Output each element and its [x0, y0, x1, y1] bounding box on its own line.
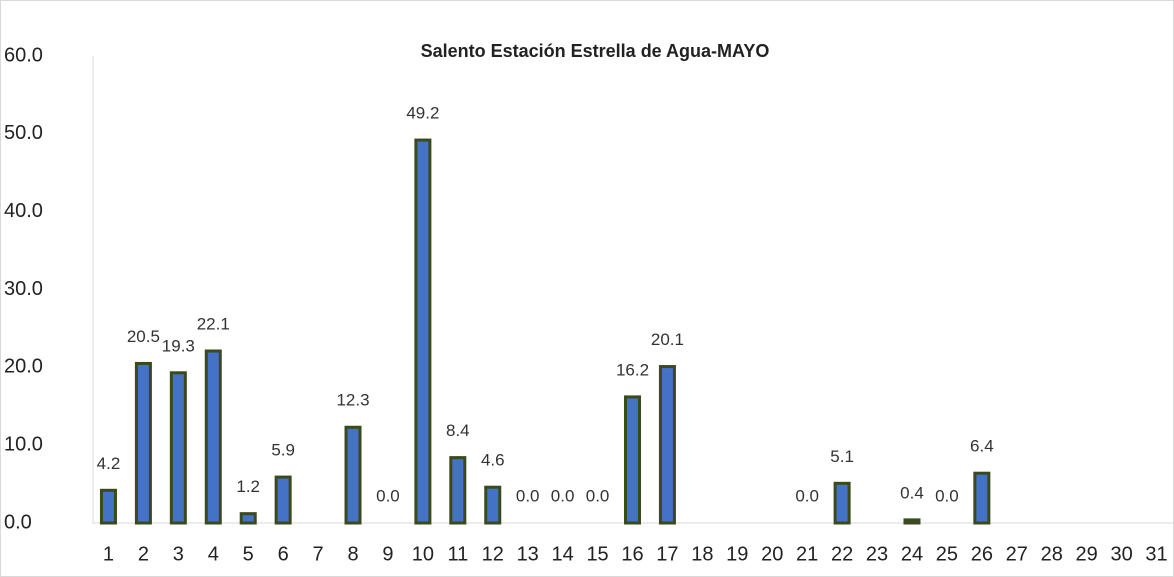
y-tick-label: 0.0 — [4, 511, 32, 533]
data-label: 49.2 — [406, 104, 439, 123]
x-tick-label: 27 — [1006, 543, 1028, 565]
x-tick-label: 9 — [382, 543, 393, 565]
x-tick-label: 12 — [482, 543, 504, 565]
bar — [658, 365, 676, 525]
bar — [274, 475, 292, 525]
data-label: 8.4 — [446, 421, 470, 440]
x-tick-label: 25 — [936, 543, 958, 565]
x-tick-label: 8 — [347, 543, 358, 565]
bar — [484, 485, 502, 525]
x-tick-label: 22 — [831, 543, 853, 565]
x-tick-label: 10 — [412, 543, 434, 565]
data-label: 5.1 — [830, 447, 854, 466]
bar — [903, 518, 921, 525]
x-tick-label: 4 — [208, 543, 219, 565]
x-tick-label: 7 — [313, 543, 324, 565]
bar — [134, 361, 152, 525]
x-tick-label: 6 — [278, 543, 289, 565]
y-tick-label: 20.0 — [4, 356, 43, 378]
bar — [624, 395, 641, 525]
x-tick-label: 29 — [1076, 543, 1098, 565]
x-tick-label: 2 — [138, 543, 149, 565]
x-tick-label: 13 — [517, 543, 539, 565]
bar — [973, 471, 991, 525]
x-tick-label: 3 — [173, 543, 184, 565]
bar — [99, 488, 117, 525]
x-tick-label: 26 — [971, 543, 993, 565]
data-label: 5.9 — [271, 441, 295, 460]
x-tick-label: 21 — [796, 543, 818, 565]
x-tick-label: 18 — [691, 543, 713, 565]
x-tick-label: 24 — [901, 543, 923, 565]
x-tick-label: 11 — [447, 543, 468, 565]
x-tick-label: 23 — [866, 543, 888, 565]
x-tick-label: 17 — [656, 543, 678, 565]
x-tick-label: 15 — [586, 543, 608, 565]
x-tick-label: 30 — [1110, 543, 1132, 565]
chart-title: Salento Estación Estrella de Agua-MAYO — [421, 41, 770, 61]
data-label: 0.0 — [376, 486, 400, 505]
data-label: 16.2 — [616, 360, 649, 379]
data-label: 1.2 — [236, 477, 260, 496]
y-tick-label: 60.0 — [4, 44, 43, 66]
y-tick-label: 30.0 — [4, 278, 43, 300]
bar — [833, 481, 851, 525]
data-label: 0.4 — [900, 483, 924, 502]
data-label: 12.3 — [336, 391, 369, 410]
data-label: 0.0 — [795, 486, 819, 505]
x-tick-label: 19 — [726, 543, 748, 565]
bar — [414, 138, 432, 525]
data-label: 6.4 — [970, 437, 994, 456]
bar — [239, 512, 257, 525]
data-label: 22.1 — [197, 314, 230, 333]
data-label: 0.0 — [516, 486, 540, 505]
y-tick-label: 40.0 — [4, 200, 43, 222]
data-label: 19.3 — [162, 336, 195, 355]
data-label: 20.5 — [127, 327, 160, 346]
x-tick-label: 14 — [552, 543, 574, 565]
x-tick-label: 1 — [103, 543, 114, 565]
x-tick-label: 5 — [243, 543, 254, 565]
data-label: 4.2 — [97, 454, 121, 473]
data-label: 0.0 — [935, 486, 959, 505]
y-tick-label: 50.0 — [4, 122, 43, 144]
x-tick-label: 28 — [1041, 543, 1063, 565]
bar — [204, 349, 222, 525]
bar — [344, 425, 362, 525]
x-tick-label: 16 — [621, 543, 643, 565]
data-label: 20.1 — [651, 330, 684, 349]
data-label: 0.0 — [551, 486, 575, 505]
data-label: 0.0 — [586, 486, 610, 505]
x-tick-label: 31 — [1145, 543, 1167, 565]
bar — [169, 371, 187, 525]
bar — [449, 456, 467, 525]
y-tick-label: 10.0 — [4, 433, 43, 455]
data-label: 4.6 — [481, 451, 505, 470]
x-tick-label: 20 — [761, 543, 783, 565]
